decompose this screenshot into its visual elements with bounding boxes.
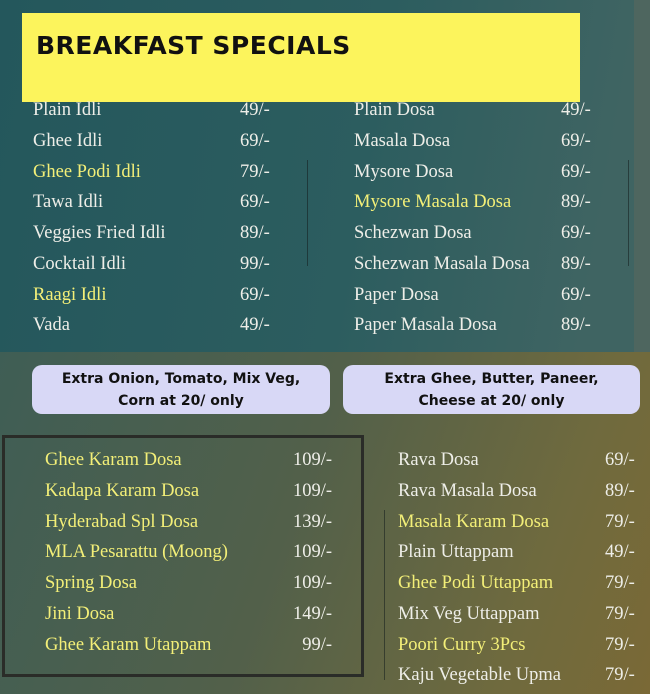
menu-item-price: 89/- xyxy=(561,192,591,213)
menu-item-price: 79/- xyxy=(605,634,635,655)
menu-item-name: Rava Dosa xyxy=(398,450,479,470)
menu-item-price: 79/- xyxy=(605,665,635,686)
menu-item-price: 69/- xyxy=(561,284,591,305)
menu-item-price: 49/- xyxy=(561,100,591,120)
extras-line: Extra Ghee, Butter, Paneer, xyxy=(384,370,599,387)
menu-item-name: Schezwan Masala Dosa xyxy=(354,253,530,274)
menu-item-name: Tawa Idli xyxy=(33,192,104,213)
menu-item-name: Kaju Vegetable Upma xyxy=(398,665,562,686)
menu-item-price: 109/- xyxy=(292,573,332,593)
menu-item-name: Ghee Podi Idli xyxy=(33,161,141,182)
menu-item-price: 49/- xyxy=(605,542,635,563)
menu-item-price: 89/- xyxy=(561,315,591,336)
extras-line: Corn at 20/ only xyxy=(118,392,244,409)
menu-item-price: 69/- xyxy=(561,223,591,243)
menu-item-price: 109/- xyxy=(292,542,332,563)
menu-item-name: Plain Dosa xyxy=(354,100,435,120)
menu-item-name: Mysore Dosa xyxy=(354,161,454,182)
menu-item-name: Jini Dosa xyxy=(45,603,115,624)
title-banner: BREAKFAST SPECIALS xyxy=(22,13,580,102)
menu-item-price: 69/- xyxy=(240,192,270,213)
menu-item-price: 109/- xyxy=(292,450,332,470)
menu-item-name: Vada xyxy=(33,315,70,336)
menu-item-price: 79/- xyxy=(240,161,270,182)
menu-item-name: Spring Dosa xyxy=(45,573,137,593)
extras-line: Cheese at 20/ only xyxy=(418,392,565,409)
menu-item-name: MLA Pesarattu (Moong) xyxy=(45,542,228,563)
menu-item-name: Paper Masala Dosa xyxy=(354,315,497,336)
menu-item-name: Plain Idli xyxy=(33,100,102,120)
menu-item-price: 69/- xyxy=(561,161,591,182)
menu-item-name: Paper Dosa xyxy=(354,284,439,305)
menu-item-price: 69/- xyxy=(240,284,270,305)
specials-box xyxy=(2,435,364,677)
extras-note-veg: Extra Onion, Tomato, Mix Veg, Corn at 20/… xyxy=(32,365,330,414)
extras-line: Extra Onion, Tomato, Mix Veg, xyxy=(61,370,301,387)
extras-note-dairy: Extra Ghee, Butter, Paneer, Cheese at 20/… xyxy=(343,365,640,414)
menu-item-price: 89/- xyxy=(605,480,635,501)
menu-item-name: Ghee Podi Uttappam xyxy=(398,573,554,593)
menu-item-name: Masala Karam Dosa xyxy=(398,511,550,532)
menu-item-price: 79/- xyxy=(605,511,635,532)
menu-item-price: 139/- xyxy=(292,511,332,532)
menu-item-price: 149/- xyxy=(292,603,332,624)
menu-item-price: 99/- xyxy=(302,634,332,655)
menu-item-price: 79/- xyxy=(605,573,635,593)
menu-item-name: Rava Masala Dosa xyxy=(398,480,537,501)
menu-item-name: Ghee Karam Utappam xyxy=(45,634,212,655)
menu-item-price: 49/- xyxy=(240,315,270,336)
menu-item-name: Raagi Idli xyxy=(33,284,107,305)
menu-item-price: 109/- xyxy=(292,480,332,501)
menu-title: BREAKFAST SPECIALS xyxy=(36,31,351,60)
menu-item-price: 69/- xyxy=(561,130,591,151)
menu-item-price: 49/- xyxy=(240,100,270,120)
menu-item-name: Veggies Fried Idli xyxy=(33,223,166,243)
menu-item-name: Masala Dosa xyxy=(354,130,451,151)
menu-item-name: Hyderabad Spl Dosa xyxy=(45,511,199,532)
menu-item-name: Cocktail Idli xyxy=(33,253,126,274)
background-strip xyxy=(634,0,650,352)
menu-item-name: Schezwan Dosa xyxy=(354,223,472,243)
menu-item-name: Mysore Masala Dosa xyxy=(354,192,512,213)
menu-item-price: 89/- xyxy=(561,253,591,274)
divider xyxy=(307,160,308,266)
menu-item-name: Ghee Idli xyxy=(33,130,103,151)
divider xyxy=(384,510,385,680)
divider xyxy=(628,160,629,266)
menu-item-price: 69/- xyxy=(605,450,635,470)
menu-item-name: Ghee Karam Dosa xyxy=(45,450,182,470)
menu-item-name: Mix Veg Uttappam xyxy=(398,603,540,624)
menu-item-price: 99/- xyxy=(240,253,270,274)
menu-item-name: Plain Uttappam xyxy=(398,542,514,563)
menu-item-price: 69/- xyxy=(240,130,270,151)
menu-item-price: 79/- xyxy=(605,603,635,624)
menu-item-name: Poori Curry 3Pcs xyxy=(398,634,526,655)
menu-item-name: Kadapa Karam Dosa xyxy=(45,480,200,501)
menu-item-price: 89/- xyxy=(240,223,270,243)
